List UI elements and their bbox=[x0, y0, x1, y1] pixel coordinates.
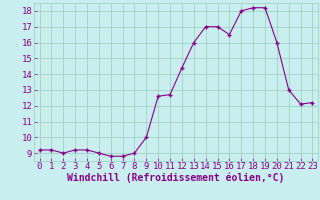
X-axis label: Windchill (Refroidissement éolien,°C): Windchill (Refroidissement éolien,°C) bbox=[67, 173, 285, 183]
